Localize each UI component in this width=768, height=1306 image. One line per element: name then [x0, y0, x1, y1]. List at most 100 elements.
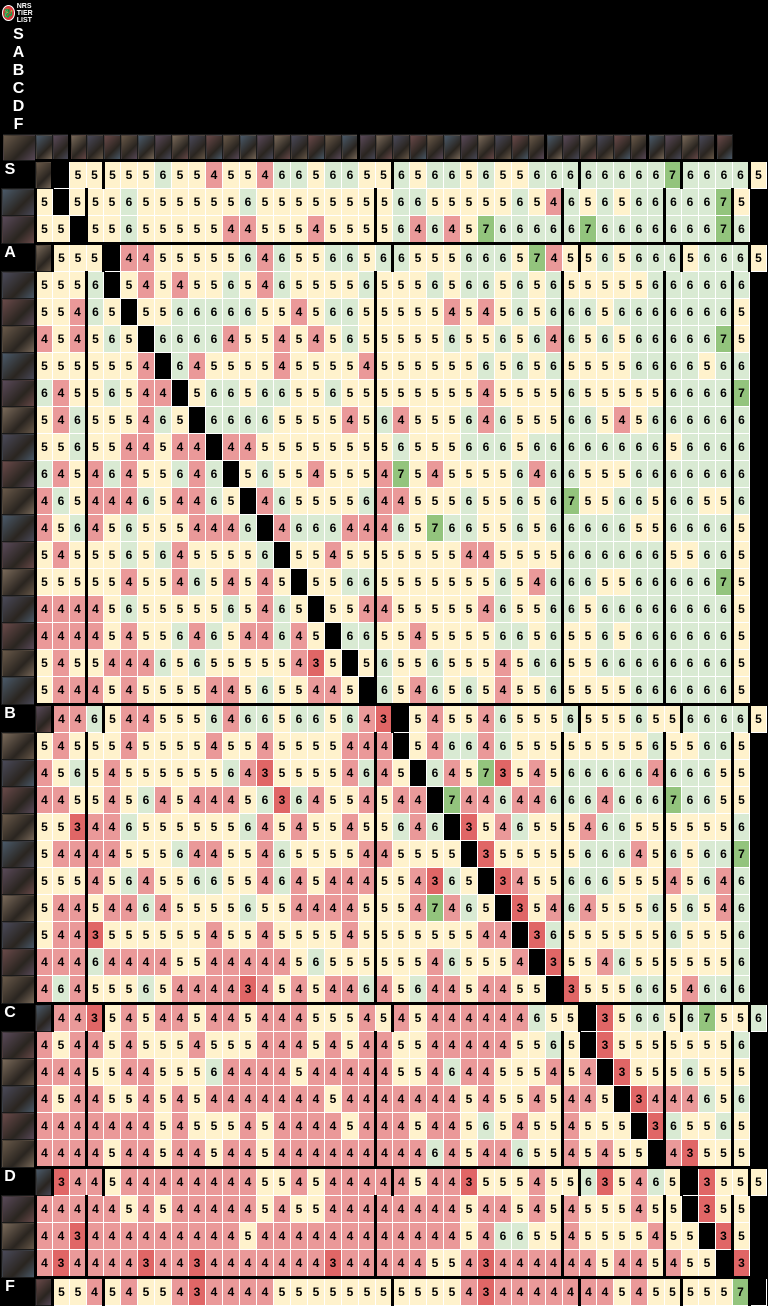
cell-1-23: 5 — [427, 189, 444, 216]
cell-9-32: 6 — [580, 407, 597, 434]
cell-9-36: 6 — [648, 407, 665, 434]
cell-34-35: 3 — [631, 1086, 648, 1113]
cell-4-1: 5 — [53, 272, 70, 299]
col-char-11 — [206, 135, 223, 161]
cell-8-39: 6 — [699, 380, 716, 407]
cell-32-14: 4 — [274, 1032, 291, 1059]
row-tier-D: D — [2, 1168, 19, 1186]
cell-32-0: 4 — [36, 1032, 53, 1059]
cell-23-12: 5 — [240, 787, 257, 814]
col-char-1 — [36, 135, 53, 161]
cell-22-16: 5 — [308, 760, 325, 787]
cell-20-6: 5 — [155, 705, 172, 733]
cell-19-9: 5 — [189, 677, 206, 705]
cell-14-5: 6 — [121, 542, 138, 569]
cell-26-22: 4 — [410, 868, 427, 895]
col-char-15 — [274, 135, 291, 161]
cell-16-10: 5 — [206, 596, 223, 623]
cell-3-23: 5 — [444, 244, 461, 272]
cell-31-3: 5 — [104, 1004, 121, 1032]
cell-37-11: 4 — [240, 1168, 257, 1196]
cell-22-22 — [410, 760, 427, 787]
cell-35-2: 4 — [70, 1113, 87, 1140]
cell-29-24: 6 — [444, 949, 461, 976]
cell-24-27: 4 — [495, 814, 512, 841]
col-char-10 — [189, 135, 206, 161]
cell-19-26: 5 — [478, 677, 495, 705]
cell-25-37: 6 — [665, 841, 682, 868]
cell-7-30: 6 — [546, 353, 563, 380]
cell-11-19: 5 — [359, 461, 376, 488]
cell-22-19: 6 — [359, 760, 376, 787]
cell-6-25: 5 — [461, 326, 478, 353]
cell-19-13: 6 — [257, 677, 274, 705]
cell-39-5: 4 — [121, 1223, 138, 1250]
cell-12-38: 6 — [682, 488, 699, 515]
cell-25-9: 4 — [189, 841, 206, 868]
cell-21-34: 5 — [614, 733, 631, 760]
cell-1-19: 5 — [359, 189, 376, 216]
cell-26-4: 5 — [104, 868, 121, 895]
cell-27-14: 5 — [274, 895, 291, 922]
cell-14-28: 5 — [512, 542, 529, 569]
cell-29-32: 5 — [580, 949, 597, 976]
cell-39-15: 4 — [291, 1223, 308, 1250]
cell-14-27: 5 — [495, 542, 512, 569]
cell-13-7: 5 — [155, 515, 172, 542]
cell-16-39: 6 — [699, 596, 716, 623]
cell-25-24: 5 — [444, 841, 461, 868]
cell-14-8: 4 — [172, 542, 189, 569]
cell-12-26: 5 — [478, 488, 495, 515]
cell-39-18: 4 — [342, 1223, 359, 1250]
cell-26-39: 6 — [699, 868, 716, 895]
cell-8-34: 5 — [614, 380, 631, 407]
cell-29-20: 5 — [376, 949, 393, 976]
cell-41-30: 4 — [563, 1278, 580, 1306]
cell-7-20: 5 — [376, 353, 393, 380]
cell-26-7: 5 — [155, 868, 172, 895]
cell-31-15: 5 — [308, 1004, 325, 1032]
cell-23-1: 4 — [53, 787, 70, 814]
cell-6-38: 6 — [682, 326, 699, 353]
cell-11-35: 6 — [631, 461, 648, 488]
cell-38-16: 5 — [308, 1196, 325, 1223]
cell-10-21: 6 — [393, 434, 410, 461]
cell-33-32: 4 — [580, 1059, 597, 1086]
cell-10-9: 4 — [189, 434, 206, 461]
cell-3-30: 5 — [563, 244, 580, 272]
cell-32-32 — [580, 1032, 597, 1059]
cell-38-17: 4 — [325, 1196, 342, 1223]
cell-13-38: 6 — [682, 515, 699, 542]
cell-24-22: 4 — [410, 814, 427, 841]
cell-16-21: 5 — [393, 596, 410, 623]
col-char-35 — [614, 135, 631, 161]
row-char-36 — [2, 1140, 36, 1168]
cell-5-17: 6 — [325, 299, 342, 326]
cell-6-4: 6 — [104, 326, 121, 353]
cell-21-15: 5 — [291, 733, 308, 760]
cell-3-25: 6 — [478, 244, 495, 272]
cell-18-0: 5 — [36, 650, 53, 677]
cell-35-28: 4 — [512, 1113, 529, 1140]
cell-17-8: 6 — [172, 623, 189, 650]
cell-37-36: 5 — [665, 1168, 682, 1196]
cell-28-26: 4 — [478, 922, 495, 949]
cell-22-11: 6 — [223, 760, 240, 787]
cell-1-31: 6 — [563, 189, 580, 216]
cell-37-30: 5 — [563, 1168, 580, 1196]
row-char-35 — [2, 1113, 36, 1140]
cell-28-16: 5 — [308, 922, 325, 949]
cell-16-34: 6 — [614, 596, 631, 623]
cell-25-12: 5 — [240, 841, 257, 868]
cell-4-36: 6 — [648, 272, 665, 299]
cell-21-24: 6 — [444, 733, 461, 760]
cell-37-32: 3 — [597, 1168, 614, 1196]
cell-19-17: 4 — [325, 677, 342, 705]
cell-18-17: 5 — [325, 650, 342, 677]
cell-4-27: 5 — [495, 272, 512, 299]
cell-36-30: 5 — [546, 1140, 563, 1168]
cell-8-23: 5 — [427, 380, 444, 407]
cell-29-40: 5 — [716, 949, 733, 976]
cell-9-7: 6 — [155, 407, 172, 434]
cell-12-34: 6 — [614, 488, 631, 515]
